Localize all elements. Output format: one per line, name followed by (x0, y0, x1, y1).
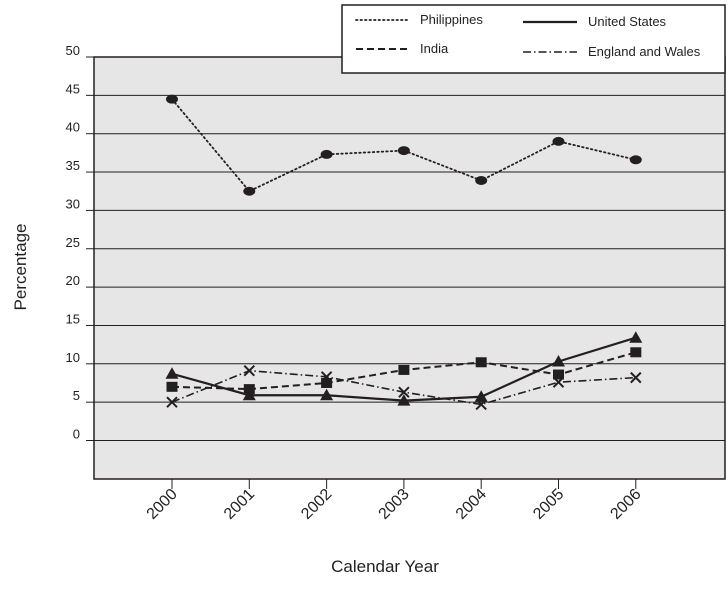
legend-label: Philippines (420, 12, 483, 27)
y-tick-label: 10 (66, 350, 80, 365)
data-point (474, 390, 488, 402)
data-point (165, 367, 179, 379)
y-tick-label: 25 (66, 235, 80, 250)
x-tick-label: 2000 (144, 486, 181, 523)
data-point (629, 155, 642, 165)
data-point (243, 364, 256, 377)
x-tick-label: 2006 (607, 486, 644, 523)
y-axis-label: Percentage (11, 224, 30, 311)
data-point (398, 386, 410, 398)
legend-box (341, 4, 726, 74)
data-point (166, 381, 178, 392)
y-tick-label: 45 (66, 81, 80, 96)
data-point (398, 364, 410, 375)
y-tick-label: 40 (66, 120, 80, 135)
data-point (475, 357, 487, 368)
x-tick-label: 2001 (221, 486, 258, 523)
y-tick-label: 20 (66, 273, 80, 288)
plot-area (93, 56, 726, 480)
series-markers (165, 94, 643, 411)
y-tick-label: 15 (66, 311, 80, 326)
data-point (397, 146, 410, 156)
data-point (630, 371, 642, 384)
data-point (166, 396, 178, 408)
data-point (553, 369, 564, 380)
legend-label: United States (588, 14, 667, 29)
data-point (475, 398, 487, 411)
y-tick-label: 0 (73, 427, 80, 442)
y-tick-label: 30 (66, 196, 80, 211)
data-point (552, 376, 565, 388)
data-point (320, 149, 333, 159)
x-axis-label: Calendar Year (331, 557, 439, 576)
data-point (629, 331, 643, 343)
data-point (243, 186, 256, 196)
x-tick-label: 2003 (376, 486, 413, 523)
data-point (552, 136, 565, 146)
legend-label: England and Wales (588, 44, 701, 59)
y-tick-label: 35 (66, 158, 80, 173)
legend-label: India (420, 41, 449, 56)
data-point (475, 175, 488, 185)
data-point (397, 394, 411, 406)
data-point (242, 388, 256, 401)
y-tick-label: 5 (73, 388, 80, 403)
x-tick-label: 2002 (298, 486, 335, 523)
data-point (320, 371, 333, 383)
data-point (320, 388, 334, 401)
legend: Philippines India United States England and… (341, 4, 726, 74)
data-point (321, 377, 333, 388)
x-tick-label: 2004 (453, 486, 490, 523)
x-tick-label: 2005 (530, 486, 567, 523)
data-point (630, 347, 642, 358)
data-point (552, 354, 565, 367)
y-tick-label: 50 (66, 43, 80, 58)
data-point (166, 94, 178, 104)
x-axis-ticks: 2000 2001 2002 2003 2004 2005 2006 (144, 479, 645, 523)
